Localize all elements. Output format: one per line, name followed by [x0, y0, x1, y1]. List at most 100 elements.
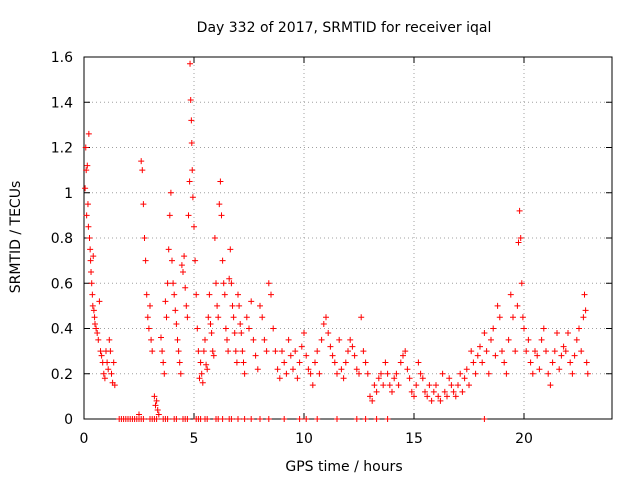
- data-point: [578, 348, 585, 355]
- data-point: [461, 375, 468, 382]
- data-point: [305, 366, 312, 373]
- data-point: [296, 416, 303, 422]
- data-point: [347, 336, 354, 343]
- data-point: [481, 416, 488, 422]
- data-point: [239, 348, 246, 355]
- data-point: [356, 370, 362, 377]
- data-point: [92, 320, 98, 327]
- data-point: [84, 201, 91, 208]
- data-point: [417, 370, 424, 377]
- data-point: [518, 280, 525, 287]
- data-point: [241, 416, 248, 422]
- data-point: [382, 359, 389, 366]
- data-point: [226, 275, 233, 282]
- data-point: [290, 366, 296, 373]
- data-point: [279, 348, 285, 355]
- data-point: [560, 343, 567, 350]
- data-point: [268, 291, 274, 298]
- data-point: [483, 348, 490, 355]
- data-point: [85, 130, 92, 137]
- data-point: [153, 416, 160, 422]
- data-point: [235, 416, 241, 422]
- data-point: [582, 307, 589, 314]
- data-point: [221, 291, 228, 298]
- data-point: [188, 117, 195, 124]
- data-point: [144, 314, 151, 321]
- data-point: [391, 375, 398, 382]
- data-point: [91, 314, 98, 321]
- data-point: [82, 185, 89, 192]
- data-point: [336, 336, 343, 343]
- data-point: [501, 359, 508, 366]
- data-point: [175, 348, 182, 355]
- data-point: [584, 370, 591, 377]
- data-point: [446, 375, 453, 382]
- data-point: [87, 246, 94, 253]
- data-point: [393, 370, 400, 377]
- data-point: [404, 366, 411, 373]
- data-point: [519, 314, 526, 321]
- data-point: [254, 366, 261, 373]
- data-point: [145, 325, 152, 332]
- data-point: [195, 348, 202, 355]
- data-point: [492, 352, 499, 359]
- data-point: [166, 212, 173, 219]
- data-point: [228, 280, 235, 287]
- data-point: [180, 268, 186, 275]
- data-point: [424, 393, 431, 400]
- data-point: [360, 348, 367, 355]
- data-point: [527, 359, 534, 366]
- data-point: [565, 330, 571, 337]
- data-point: [567, 359, 574, 366]
- data-point: [364, 370, 371, 377]
- data-point: [87, 257, 94, 264]
- data-point: [183, 302, 190, 309]
- data-point: [342, 359, 349, 366]
- data-point: [450, 388, 457, 395]
- data-point: [576, 325, 582, 332]
- data-point: [85, 223, 92, 230]
- data-point: [101, 375, 108, 382]
- y-axis-label: SRMTID / TECUs: [8, 181, 24, 294]
- data-point: [314, 348, 321, 355]
- data-point: [512, 348, 519, 355]
- data-point: [232, 348, 239, 355]
- data-point: [185, 212, 192, 219]
- data-point: [169, 257, 175, 264]
- data-point: [298, 343, 305, 350]
- data-point: [470, 359, 477, 366]
- data-point: [139, 167, 146, 174]
- data-point: [165, 246, 172, 253]
- data-point: [331, 359, 338, 366]
- data-point: [378, 370, 384, 377]
- data-point: [89, 302, 96, 309]
- data-point: [196, 375, 203, 382]
- data-point: [496, 314, 503, 321]
- data-point: [107, 348, 114, 355]
- y-tick-label: 1.6: [51, 50, 73, 66]
- data-point: [148, 336, 155, 343]
- data-point: [184, 416, 191, 422]
- data-point: [231, 330, 238, 337]
- data-point: [198, 370, 205, 377]
- data-point: [84, 162, 91, 169]
- data-point: [435, 393, 442, 400]
- data-point: [514, 302, 521, 309]
- data-point: [82, 144, 89, 151]
- data-point: [307, 370, 314, 377]
- data-point: [111, 382, 118, 389]
- data-point: [88, 280, 95, 287]
- data-point: [203, 361, 210, 368]
- y-tick-label: 1.4: [51, 95, 73, 111]
- data-point: [353, 416, 360, 422]
- data-point: [303, 352, 310, 359]
- data-point: [538, 336, 545, 343]
- data-point: [241, 370, 248, 377]
- data-point: [485, 370, 492, 377]
- data-point: [83, 167, 90, 174]
- data-point: [147, 302, 153, 309]
- data-point: [523, 348, 530, 355]
- data-point: [426, 382, 433, 389]
- data-point: [257, 416, 263, 422]
- data-point: [151, 393, 158, 400]
